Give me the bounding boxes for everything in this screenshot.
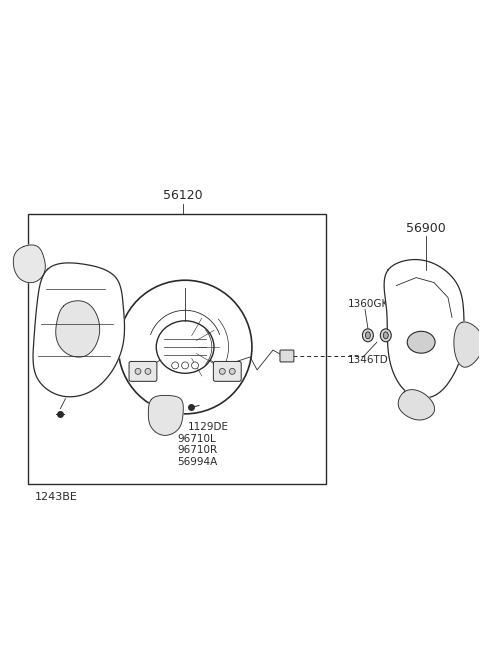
- Circle shape: [172, 362, 179, 369]
- Polygon shape: [56, 301, 100, 357]
- Polygon shape: [148, 396, 183, 436]
- FancyBboxPatch shape: [129, 362, 157, 381]
- Text: 1360GK: 1360GK: [348, 299, 389, 309]
- Ellipse shape: [365, 332, 371, 339]
- Circle shape: [181, 362, 189, 369]
- Polygon shape: [384, 259, 464, 398]
- Ellipse shape: [384, 332, 388, 339]
- FancyBboxPatch shape: [213, 362, 241, 381]
- Text: 56900: 56900: [406, 222, 446, 235]
- Ellipse shape: [362, 329, 373, 342]
- Circle shape: [145, 368, 151, 375]
- Circle shape: [219, 368, 225, 375]
- Polygon shape: [33, 263, 124, 397]
- Circle shape: [135, 368, 141, 375]
- Text: 1346TD: 1346TD: [348, 355, 389, 365]
- Text: 96710R: 96710R: [177, 445, 217, 455]
- Polygon shape: [13, 245, 45, 283]
- Ellipse shape: [380, 329, 391, 342]
- Polygon shape: [454, 322, 480, 367]
- Text: 56994A: 56994A: [177, 457, 217, 467]
- Circle shape: [229, 368, 235, 375]
- Text: 56120: 56120: [163, 189, 203, 202]
- Polygon shape: [398, 390, 434, 420]
- Text: 96710L: 96710L: [177, 434, 216, 443]
- Circle shape: [192, 362, 199, 369]
- Ellipse shape: [407, 331, 435, 353]
- FancyBboxPatch shape: [280, 350, 294, 362]
- Circle shape: [118, 280, 252, 414]
- Text: 1243BE: 1243BE: [35, 492, 78, 502]
- Ellipse shape: [156, 321, 214, 373]
- Text: 1129DE: 1129DE: [188, 422, 228, 432]
- Bar: [28, 214, 326, 484]
